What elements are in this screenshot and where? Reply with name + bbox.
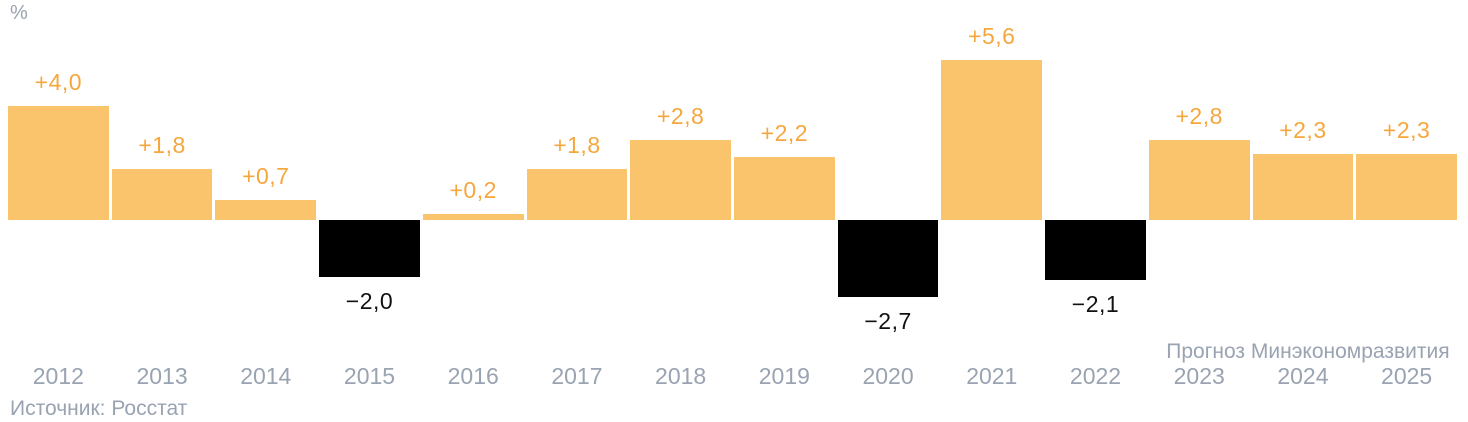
bar-2013	[111, 168, 213, 220]
bar-2020	[837, 220, 939, 297]
year-label-2016: 2016	[447, 363, 499, 389]
bar-2016	[422, 214, 524, 220]
bar-value-label-2018: +2,8	[656, 103, 705, 130]
year-label-2017: 2017	[551, 363, 603, 389]
bar-value-label-2022: −2,1	[1071, 290, 1120, 317]
bar-value-label-2013: +1,8	[138, 131, 186, 158]
bar-2022	[1045, 220, 1146, 280]
bar-value-label-2019: +2,2	[760, 120, 809, 147]
bar-2019	[734, 157, 835, 220]
bar-value-label-2015: −2,0	[345, 288, 394, 314]
year-label-2012: 2012	[32, 363, 84, 389]
bar-2025	[1356, 154, 1457, 220]
bar-value-label-2016: +0,2	[449, 177, 497, 204]
source-note: Источник: Росстат	[10, 397, 188, 420]
y-axis-unit-label: %	[10, 2, 28, 24]
bar-2014	[215, 200, 317, 220]
year-label-2022: 2022	[1069, 363, 1122, 389]
year-label-2020: 2020	[862, 363, 914, 389]
bar-2015	[319, 220, 420, 277]
year-label-2019: 2019	[758, 363, 810, 389]
year-label-2025: 2025	[1381, 363, 1433, 389]
bar-2021	[941, 60, 1043, 220]
bar-value-label-2021: +5,6	[968, 23, 1016, 50]
bar-value-label-2014: +0,7	[242, 163, 290, 190]
bar-value-label-2025: +2,3	[1382, 117, 1431, 144]
year-label-2014: 2014	[240, 363, 292, 389]
bar-2024	[1252, 154, 1354, 220]
bar-2018	[630, 140, 731, 220]
year-label-2023: 2023	[1173, 363, 1225, 389]
bar-value-label-2024: +2,3	[1279, 117, 1327, 144]
forecast-note: Прогноз Минэкономразвития	[1166, 340, 1450, 363]
year-label-2015: 2015	[343, 363, 396, 389]
bar-2023	[1148, 140, 1250, 220]
year-label-2021: 2021	[966, 363, 1018, 389]
bar-value-label-2017: +1,8	[553, 131, 601, 158]
bar-2012	[8, 106, 109, 220]
bar-value-label-2020: −2,7	[864, 307, 912, 334]
bar-2017	[526, 168, 628, 220]
year-label-2018: 2018	[655, 363, 707, 389]
bar-value-label-2023: +2,8	[1175, 103, 1223, 130]
bar-value-label-2012: +4,0	[34, 69, 83, 95]
year-label-2024: 2024	[1277, 363, 1329, 389]
year-label-2013: 2013	[136, 363, 188, 389]
